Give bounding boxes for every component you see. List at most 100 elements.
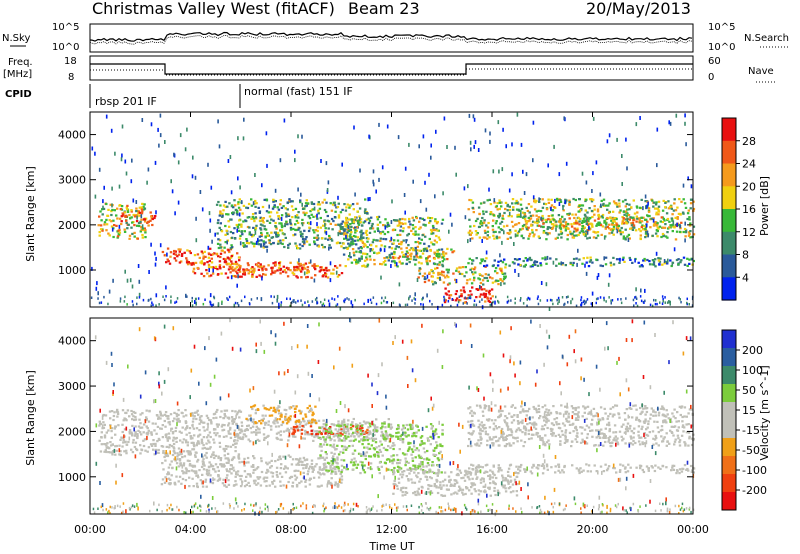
data-cell xyxy=(405,262,408,266)
data-cell xyxy=(258,274,261,277)
data-cell xyxy=(252,271,255,274)
data-cell xyxy=(250,233,253,236)
data-cell xyxy=(276,242,280,245)
data-cell xyxy=(679,227,682,230)
data-cell xyxy=(362,245,365,248)
data-cell xyxy=(611,222,614,225)
data-cell xyxy=(401,452,405,455)
data-cell xyxy=(262,433,266,436)
data-cell xyxy=(537,302,540,306)
data-cell xyxy=(214,434,218,437)
data-cell xyxy=(547,163,549,168)
data-cell xyxy=(561,263,564,266)
data-cell xyxy=(370,301,373,304)
data-cell xyxy=(657,210,661,213)
data-cell xyxy=(295,269,299,272)
data-cell xyxy=(457,300,460,304)
data-cell xyxy=(207,439,210,442)
data-cell xyxy=(447,268,450,271)
data-cell xyxy=(442,253,445,256)
data-cell xyxy=(274,263,277,266)
data-cell xyxy=(337,453,341,456)
data-cell xyxy=(558,262,561,265)
data-cell xyxy=(387,259,390,262)
data-cell xyxy=(457,270,461,273)
data-cell xyxy=(531,228,534,232)
data-cell xyxy=(131,451,135,454)
data-cell xyxy=(667,258,669,263)
data-cell xyxy=(407,478,410,481)
data-cell xyxy=(107,302,109,306)
data-cell xyxy=(119,300,122,303)
data-cell xyxy=(455,267,459,270)
data-cell xyxy=(497,283,500,286)
data-cell xyxy=(346,247,349,250)
data-cell xyxy=(398,255,402,258)
data-cell xyxy=(360,432,363,436)
data-cell xyxy=(323,304,326,308)
data-cell xyxy=(413,431,416,435)
data-cell xyxy=(465,297,468,300)
data-cell xyxy=(608,232,611,235)
data-cell xyxy=(255,425,258,428)
data-cell xyxy=(509,231,512,234)
data-cell xyxy=(111,203,113,208)
data-cell xyxy=(220,425,224,428)
data-cell xyxy=(109,441,112,444)
data-cell xyxy=(209,463,213,466)
data-cell xyxy=(140,228,143,231)
data-cell xyxy=(428,237,431,241)
data-cell xyxy=(164,433,167,436)
data-cell xyxy=(285,429,288,432)
data-cell xyxy=(219,255,222,259)
data-cell xyxy=(436,220,439,224)
data-cell xyxy=(227,461,230,464)
data-cell xyxy=(280,224,284,227)
data-cell xyxy=(416,256,419,259)
data-cell xyxy=(235,442,238,445)
data-cell xyxy=(383,248,386,253)
data-cell xyxy=(619,209,622,212)
data-cell xyxy=(232,420,236,423)
data-cell xyxy=(383,422,386,425)
data-cell xyxy=(316,430,319,433)
data-cell xyxy=(674,238,678,241)
data-cell xyxy=(535,210,538,213)
data-cell xyxy=(388,253,391,258)
data-cell xyxy=(297,134,299,139)
data-cell xyxy=(251,213,255,216)
data-cell xyxy=(392,256,395,259)
data-cell xyxy=(340,272,344,275)
data-cell xyxy=(228,250,231,254)
data-cell xyxy=(261,205,265,209)
data-cell xyxy=(383,232,387,236)
data-cell xyxy=(404,431,407,434)
data-cell xyxy=(672,220,675,225)
data-cell xyxy=(161,462,164,465)
data-cell xyxy=(99,422,102,426)
data-cell xyxy=(238,237,242,240)
data-cell xyxy=(621,154,623,158)
data-cell xyxy=(128,234,132,237)
data-cell xyxy=(219,457,223,460)
data-cell xyxy=(291,216,294,219)
data-cell xyxy=(354,298,356,302)
data-cell xyxy=(421,463,424,466)
data-cell xyxy=(192,267,196,270)
data-cell xyxy=(408,220,411,223)
data-cell xyxy=(368,437,371,440)
data-cell xyxy=(150,431,153,434)
data-cell xyxy=(367,433,370,436)
data-cell xyxy=(101,414,105,417)
data-cell xyxy=(300,463,304,466)
data-cell xyxy=(201,252,204,255)
data-cell xyxy=(238,461,241,464)
data-cell xyxy=(161,445,165,448)
data-cell xyxy=(121,430,124,434)
data-cell xyxy=(193,415,196,418)
data-cell xyxy=(625,222,629,225)
data-cell xyxy=(370,444,373,447)
data-cell xyxy=(581,262,584,265)
data-cell xyxy=(483,229,487,232)
data-cell xyxy=(452,272,455,275)
